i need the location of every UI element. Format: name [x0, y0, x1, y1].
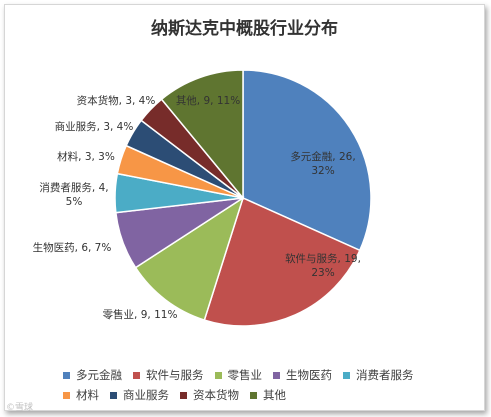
- legend-label: 多元金融: [76, 368, 122, 382]
- legend-swatch: [63, 371, 70, 379]
- chart-frame: 纳斯达克中概股行业分布 多元金融, 26, 32% 软件与服务, 19, 23% 零售业…: [4, 4, 485, 411]
- legend-label: 其他: [263, 388, 286, 402]
- legend-label: 软件与服务: [146, 368, 204, 382]
- data-label-8: 资本货物, 3, 4%: [77, 94, 156, 107]
- pie-chart: 多元金融, 26, 32% 软件与服务, 19, 23% 零售业, 9, 11% 生物医药…: [33, 69, 372, 327]
- data-label-1: 多元金融, 26, 32%: [290, 150, 355, 177]
- legend-item-6: 材料: [63, 387, 99, 403]
- data-label-7: 商业服务, 3, 4%: [55, 120, 134, 133]
- pie-slice-3: [134, 196, 245, 321]
- legend-row-1: 多元金融 软件与服务 零售业 生物医药 消费者服务: [63, 365, 463, 385]
- legend-label: 生物医药: [286, 368, 332, 382]
- data-label-4: 生物医药, 6, 7%: [33, 241, 112, 254]
- legend-swatch: [110, 391, 117, 399]
- legend-item-2: 软件与服务: [133, 367, 204, 383]
- legend-label: 零售业: [227, 368, 263, 382]
- legend-swatch: [63, 391, 70, 399]
- legend-item-7: 商业服务: [110, 387, 169, 403]
- legend-item-8: 资本货物: [180, 387, 239, 403]
- legend-swatch: [214, 371, 222, 379]
- data-label-6: 材料, 3, 3%: [57, 150, 115, 163]
- legend-label: 资本货物: [193, 388, 239, 402]
- legend: 多元金融 软件与服务 零售业 生物医药 消费者服务 材料 商业服务 资本货物 其他: [63, 365, 463, 405]
- legend-item-4: 生物医药: [273, 367, 332, 383]
- pie-slice-2: [203, 196, 361, 327]
- data-label-9: 其他, 9, 11%: [176, 94, 240, 107]
- data-label-5: 消费者服务, 4, 5%: [39, 181, 108, 208]
- legend-label: 商业服务: [123, 388, 169, 402]
- legend-row-2: 材料 商业服务 资本货物 其他: [63, 385, 463, 405]
- legend-label: 消费者服务: [356, 368, 414, 382]
- watermark: ©雪球: [6, 403, 34, 413]
- legend-item-9: 其他: [250, 387, 286, 403]
- legend-swatch: [273, 371, 280, 379]
- legend-item-3: 零售业: [214, 367, 263, 383]
- legend-label: 材料: [76, 388, 99, 402]
- legend-swatch: [133, 371, 140, 379]
- legend-swatch: [250, 391, 257, 399]
- data-label-2: 软件与服务, 19, 23%: [285, 252, 361, 279]
- legend-swatch: [343, 371, 350, 379]
- pie-slice-1: [242, 69, 372, 252]
- data-label-3: 零售业, 9, 11%: [103, 308, 178, 321]
- legend-item-5: 消费者服务: [343, 367, 414, 383]
- legend-item-1: 多元金融: [63, 367, 122, 383]
- legend-swatch: [180, 391, 187, 399]
- chart-title: 纳斯达克中概股行业分布: [151, 19, 338, 39]
- pie-slice-9: [160, 69, 244, 201]
